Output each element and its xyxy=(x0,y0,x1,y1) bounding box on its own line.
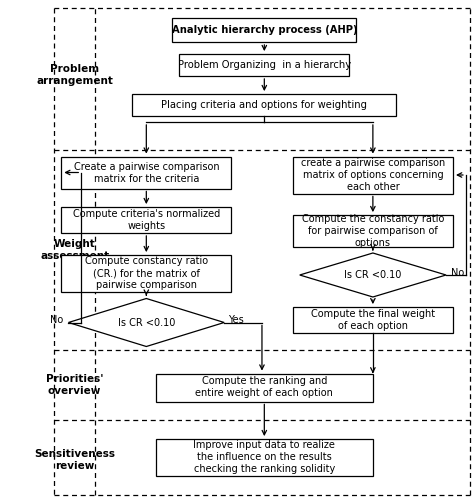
Text: Problem Organizing  in a hierarchy: Problem Organizing in a hierarchy xyxy=(178,60,351,70)
Text: Weight
assessment: Weight assessment xyxy=(40,239,109,261)
Text: Is CR <0.10: Is CR <0.10 xyxy=(118,318,175,328)
Text: Sensitiveness
review: Sensitiveness review xyxy=(34,449,115,471)
Text: Compute criteria's normalized
weights: Compute criteria's normalized weights xyxy=(73,209,220,231)
FancyBboxPatch shape xyxy=(179,54,349,76)
FancyBboxPatch shape xyxy=(156,439,373,476)
FancyBboxPatch shape xyxy=(293,156,453,194)
FancyBboxPatch shape xyxy=(61,255,231,292)
Polygon shape xyxy=(68,298,224,346)
Text: Create a pairwise comparison
matrix for the criteria: Create a pairwise comparison matrix for … xyxy=(74,162,219,184)
FancyBboxPatch shape xyxy=(172,18,356,42)
FancyBboxPatch shape xyxy=(156,374,373,402)
Text: Placing criteria and options for weighting: Placing criteria and options for weighti… xyxy=(161,100,367,110)
FancyBboxPatch shape xyxy=(61,207,231,233)
Text: Problem
arrangement: Problem arrangement xyxy=(36,64,113,86)
Text: Compute the constancy ratio
for pairwise comparison of
options: Compute the constancy ratio for pairwise… xyxy=(302,214,444,248)
Text: Is CR <0.10: Is CR <0.10 xyxy=(344,270,402,280)
Polygon shape xyxy=(300,253,446,297)
Text: No: No xyxy=(51,315,64,325)
Text: Compute constancy ratio
(CR.) for the matrix of
pairwise comparison: Compute constancy ratio (CR.) for the ma… xyxy=(85,256,208,290)
FancyBboxPatch shape xyxy=(293,307,453,333)
Text: Priorities'
overview: Priorities' overview xyxy=(46,374,103,396)
Text: No: No xyxy=(451,268,464,278)
Text: Improve input data to realize
the influence on the results
checking the ranking : Improve input data to realize the influe… xyxy=(194,440,335,474)
Text: Analytic hierarchy process (AHP): Analytic hierarchy process (AHP) xyxy=(171,25,357,35)
Text: Compute the ranking and
entire weight of each option: Compute the ranking and entire weight of… xyxy=(195,376,333,398)
FancyBboxPatch shape xyxy=(132,94,396,116)
FancyBboxPatch shape xyxy=(61,156,231,188)
FancyBboxPatch shape xyxy=(293,215,453,247)
Text: Compute the final weight
of each option: Compute the final weight of each option xyxy=(311,309,435,331)
Text: create a pairwise comparison
matrix of options concerning
each other: create a pairwise comparison matrix of o… xyxy=(301,158,445,192)
Text: Yes: Yes xyxy=(228,315,244,325)
